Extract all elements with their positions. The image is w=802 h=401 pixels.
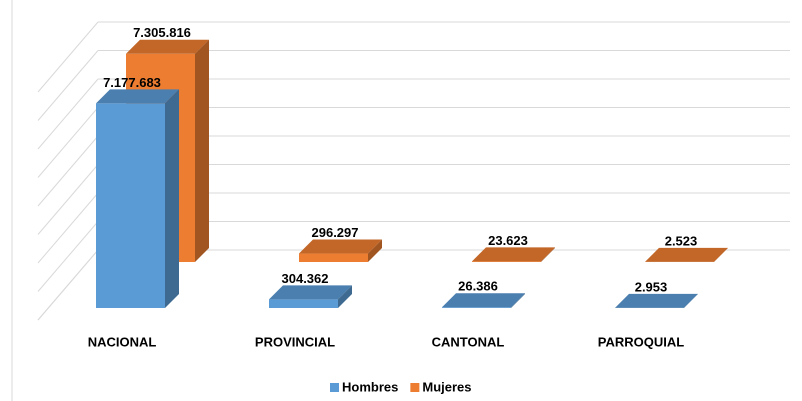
grid-line xyxy=(37,21,99,93)
bar-side xyxy=(541,247,555,262)
bar-top xyxy=(472,247,555,262)
legend-item: Mujeres xyxy=(410,379,472,394)
bar-top xyxy=(442,293,525,308)
bar-side xyxy=(511,293,525,308)
legend-label: Hombres xyxy=(342,379,398,394)
bar-side xyxy=(368,239,382,262)
value-label: 7.305.816 xyxy=(133,25,191,40)
legend-swatch xyxy=(410,383,420,392)
bar-front xyxy=(269,299,338,308)
bar xyxy=(442,293,525,308)
grid-line xyxy=(37,135,99,207)
bar-side xyxy=(684,293,698,308)
bar xyxy=(269,285,352,308)
bar-side xyxy=(195,39,209,263)
x-tick-label: NACIONAL xyxy=(88,334,157,349)
bar-side xyxy=(338,285,352,308)
legend-swatch xyxy=(330,383,339,392)
bar-front xyxy=(96,103,165,308)
grid-line xyxy=(37,192,99,264)
bar-top xyxy=(645,247,728,262)
bar-front xyxy=(299,253,368,262)
bar xyxy=(472,247,555,262)
value-label: 23.623 xyxy=(488,233,528,248)
bar-side xyxy=(165,89,179,308)
bar-top xyxy=(126,39,209,54)
grid-line xyxy=(37,107,99,178)
grid-line xyxy=(37,164,99,235)
value-label: 2.523 xyxy=(665,233,698,248)
bar-front xyxy=(442,307,511,308)
bar xyxy=(96,89,179,308)
grid-line xyxy=(37,78,99,150)
bar xyxy=(645,247,728,262)
bar xyxy=(299,239,382,262)
bar-top xyxy=(269,285,352,300)
bar-side xyxy=(714,247,728,262)
legend-label: Mujeres xyxy=(422,379,471,394)
bar xyxy=(615,293,698,308)
grid-line xyxy=(37,221,99,292)
value-label: 2.953 xyxy=(635,279,668,294)
value-label: 304.362 xyxy=(282,271,329,286)
value-label: 7.177.683 xyxy=(103,75,161,90)
value-label: 26.386 xyxy=(458,279,498,294)
x-tick-label: CANTONAL xyxy=(432,334,505,349)
floor-edge xyxy=(37,249,99,321)
bar-top xyxy=(615,293,698,308)
grid-line xyxy=(37,50,99,121)
bar-front xyxy=(472,261,541,262)
x-tick-label: PARROQUIAL xyxy=(598,334,684,349)
legend-item: Hombres xyxy=(330,379,398,394)
bar-top xyxy=(96,89,179,104)
bar-top xyxy=(299,239,382,254)
value-label: 296.297 xyxy=(312,225,359,240)
x-tick-label: PROVINCIAL xyxy=(255,334,335,349)
